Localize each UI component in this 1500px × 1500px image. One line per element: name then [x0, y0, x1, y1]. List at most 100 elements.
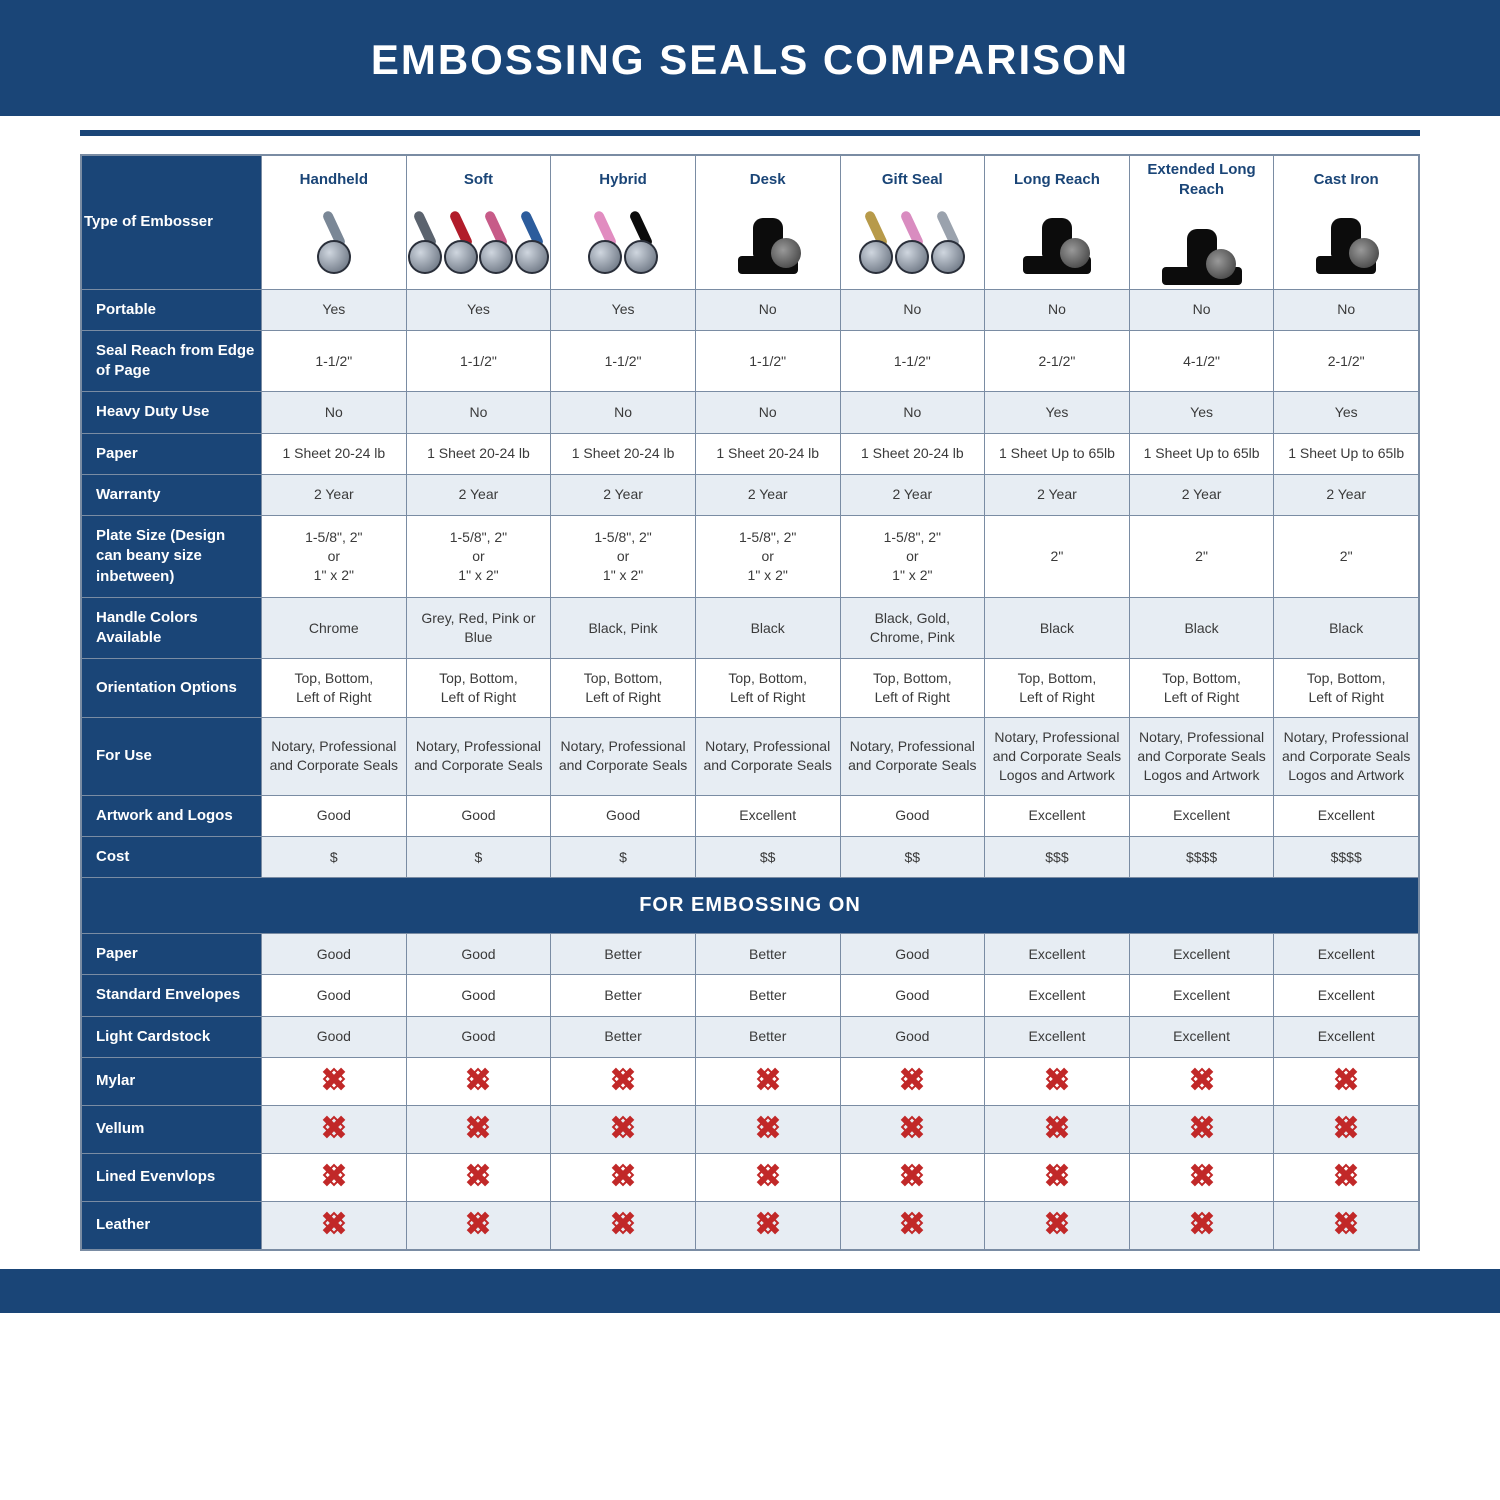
not-supported-icon — [467, 1116, 489, 1138]
table-cell: Good — [840, 975, 985, 1016]
table-cell: Excellent — [1129, 1016, 1274, 1057]
table-cell: Black, Gold, Chrome, Pink — [840, 597, 985, 659]
row-label: Light Cardstock — [82, 1016, 262, 1057]
table-cell: $$$$ — [1129, 836, 1274, 877]
column-label: Long Reach — [987, 170, 1127, 196]
table-cell: Notary, Professional and Corporate Seals — [551, 718, 696, 796]
table-cell: Top, Bottom,Left of Right — [695, 659, 840, 718]
table-cell: Notary, Professional and Corporate Seals… — [1274, 718, 1419, 796]
table-cell: 1 Sheet Up to 65lb — [1129, 433, 1274, 474]
column-header: Gift Seal — [840, 156, 985, 290]
table-cell: 2" — [1129, 516, 1274, 598]
not-supported-icon — [467, 1164, 489, 1186]
not-supported-icon — [1335, 1068, 1357, 1090]
table-cell: Excellent — [985, 1016, 1130, 1057]
row-label: Standard Envelopes — [82, 975, 262, 1016]
table-cell: 1-1/2" — [262, 330, 407, 392]
table-cell — [551, 1201, 696, 1249]
embosser-icon — [843, 196, 983, 274]
not-supported-icon — [901, 1212, 923, 1234]
table-cell — [406, 1153, 551, 1201]
not-supported-icon — [757, 1068, 779, 1090]
table-cell: 1 Sheet 20-24 lb — [551, 433, 696, 474]
table-cell: 2 Year — [406, 474, 551, 515]
table-cell — [840, 1153, 985, 1201]
table-cell: Good — [262, 795, 407, 836]
table-cell: 2 Year — [695, 474, 840, 515]
row-label: Orientation Options — [82, 659, 262, 718]
column-label: Soft — [409, 170, 549, 196]
table-cell: Black — [695, 597, 840, 659]
row-label: Leather — [82, 1201, 262, 1249]
comparison-table-container: Type of Embosser Handheld Soft Hybrid De… — [80, 154, 1420, 1251]
table-cell: Good — [406, 795, 551, 836]
row-header-type: Type of Embosser — [82, 156, 262, 290]
embosser-icon — [264, 196, 404, 274]
table-cell: Excellent — [1129, 975, 1274, 1016]
table-cell: 1 Sheet 20-24 lb — [406, 433, 551, 474]
table-cell: No — [840, 289, 985, 330]
table-cell: Good — [262, 934, 407, 975]
table-cell: Good — [262, 975, 407, 1016]
table-cell: Excellent — [1274, 1016, 1419, 1057]
row-label: Handle Colors Available — [82, 597, 262, 659]
not-supported-icon — [323, 1068, 345, 1090]
table-cell — [840, 1057, 985, 1105]
table-cell: No — [1129, 289, 1274, 330]
table-cell — [985, 1153, 1130, 1201]
table-cell: Chrome — [262, 597, 407, 659]
column-label: Gift Seal — [843, 170, 983, 196]
table-cell: 1-1/2" — [695, 330, 840, 392]
embosser-icon — [409, 196, 549, 274]
table-cell: Excellent — [985, 795, 1130, 836]
table-cell: 2-1/2" — [985, 330, 1130, 392]
table-cell: Good — [262, 1016, 407, 1057]
table-cell: $ — [406, 836, 551, 877]
table-cell: 2 Year — [1274, 474, 1419, 515]
not-supported-icon — [901, 1068, 923, 1090]
table-cell: Good — [840, 1016, 985, 1057]
table-cell: $$ — [695, 836, 840, 877]
table-cell: Better — [695, 934, 840, 975]
column-header: Cast Iron — [1274, 156, 1419, 290]
table-cell — [840, 1201, 985, 1249]
column-label: Desk — [698, 170, 838, 196]
table-cell: 2 Year — [551, 474, 696, 515]
table-cell — [551, 1057, 696, 1105]
table-cell — [695, 1105, 840, 1153]
row-label: Cost — [82, 836, 262, 877]
section-band: FOR EMBOSSING ON — [82, 878, 1419, 934]
not-supported-icon — [1046, 1068, 1068, 1090]
column-label: Extended Long Reach — [1132, 160, 1272, 207]
table-cell — [262, 1057, 407, 1105]
not-supported-icon — [1191, 1068, 1213, 1090]
table-cell: 1 Sheet 20-24 lb — [262, 433, 407, 474]
column-header: Extended Long Reach — [1129, 156, 1274, 290]
table-cell: 2 Year — [985, 474, 1130, 515]
table-cell: 1-5/8", 2"or1" x 2" — [262, 516, 407, 598]
table-cell: Excellent — [1274, 795, 1419, 836]
row-label: Artwork and Logos — [82, 795, 262, 836]
table-cell: 1-1/2" — [551, 330, 696, 392]
table-cell — [985, 1201, 1130, 1249]
table-cell: Top, Bottom,Left of Right — [1274, 659, 1419, 718]
not-supported-icon — [323, 1212, 345, 1234]
table-cell — [1129, 1201, 1274, 1249]
table-cell: Excellent — [1129, 795, 1274, 836]
embosser-icon — [1132, 207, 1272, 285]
row-label: Warranty — [82, 474, 262, 515]
table-cell: 1-5/8", 2"or1" x 2" — [406, 516, 551, 598]
not-supported-icon — [757, 1212, 779, 1234]
table-cell: Top, Bottom,Left of Right — [406, 659, 551, 718]
table-cell: Good — [406, 975, 551, 1016]
table-cell — [1274, 1153, 1419, 1201]
table-cell — [695, 1153, 840, 1201]
not-supported-icon — [757, 1116, 779, 1138]
table-cell: Notary, Professional and Corporate Seals — [406, 718, 551, 796]
table-cell: $$ — [840, 836, 985, 877]
table-cell: Better — [551, 934, 696, 975]
table-cell: Yes — [262, 289, 407, 330]
row-label: Lined Evenvlops — [82, 1153, 262, 1201]
table-cell — [1274, 1057, 1419, 1105]
table-cell: 1-1/2" — [406, 330, 551, 392]
